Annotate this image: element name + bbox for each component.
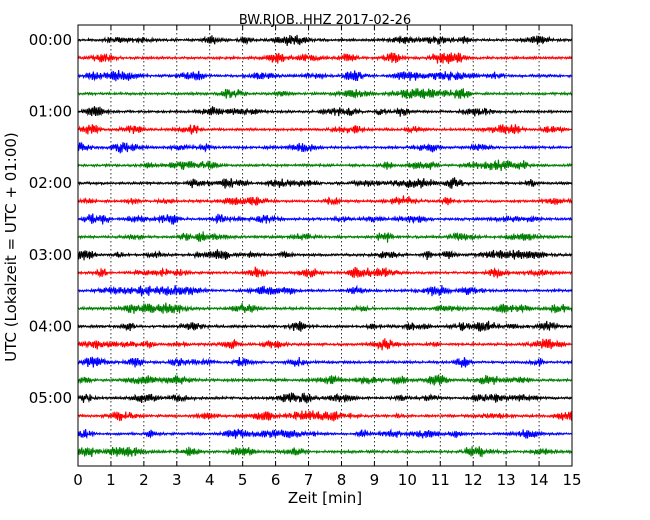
y-axis: 00:00 01:00 02:00 03:00 04:00 05:00 (29, 31, 572, 407)
x-tick-label: 3 (172, 471, 182, 489)
trace-20 (77, 374, 573, 386)
trace-12 (77, 231, 573, 243)
trace-21 (77, 392, 573, 404)
x-tick-label: 8 (337, 471, 347, 489)
x-tick-label: 4 (205, 471, 215, 489)
trace-19 (77, 356, 573, 368)
x-axis: 0 1 2 3 4 5 6 7 8 9 10 11 12 13 14 15 (73, 25, 582, 489)
x-tick-label: 15 (562, 471, 581, 489)
chart-title: BW.RJOB..HHZ 2017-02-26 (239, 13, 411, 28)
y-tick-label: 02:00 (29, 174, 72, 192)
x-tick-label: 5 (238, 471, 248, 489)
y-tick-label: 00:00 (29, 31, 72, 49)
y-axis-label: UTC (Lokalzeit = UTC + 01:00) (2, 132, 20, 362)
trace-17 (77, 320, 573, 332)
trace-3 (77, 69, 573, 82)
trace-11 (77, 213, 573, 225)
trace-5 (77, 106, 573, 117)
trace-14 (77, 266, 573, 280)
x-tick-label: 0 (73, 471, 83, 489)
trace-7 (77, 142, 573, 154)
x-tick-label: 10 (398, 471, 417, 489)
y-tick-label: 05:00 (29, 389, 72, 407)
trace-22 (77, 410, 573, 422)
plot-frame (77, 24, 573, 467)
trace-15 (77, 284, 573, 297)
grid-lines (110, 25, 540, 466)
x-tick-label: 9 (370, 471, 380, 489)
trace-10 (77, 195, 573, 207)
x-tick-label: 13 (497, 471, 516, 489)
trace-8 (77, 159, 573, 172)
trace-18 (77, 338, 573, 351)
x-tick-label: 6 (271, 471, 281, 489)
trace-13 (77, 249, 573, 261)
trace-24 (77, 446, 573, 458)
trace-6 (77, 123, 573, 136)
x-tick-label: 7 (304, 471, 314, 489)
y-tick-label: 01:00 (29, 103, 72, 121)
x-tick-label: 12 (464, 471, 483, 489)
trace-1 (77, 34, 573, 46)
x-tick-label: 11 (431, 471, 450, 489)
trace-9 (77, 177, 573, 189)
y-tick-label: 03:00 (29, 246, 72, 264)
x-tick-label: 14 (530, 471, 549, 489)
x-axis-label: Zeit [min] (288, 489, 362, 507)
x-tick-label: 2 (139, 471, 149, 489)
trace-16 (77, 302, 573, 314)
trace-group (77, 34, 573, 458)
trace-23 (77, 428, 573, 440)
x-tick-label: 1 (106, 471, 116, 489)
trace-4 (77, 88, 573, 100)
y-tick-label: 04:00 (29, 317, 72, 335)
trace-2 (77, 52, 573, 64)
